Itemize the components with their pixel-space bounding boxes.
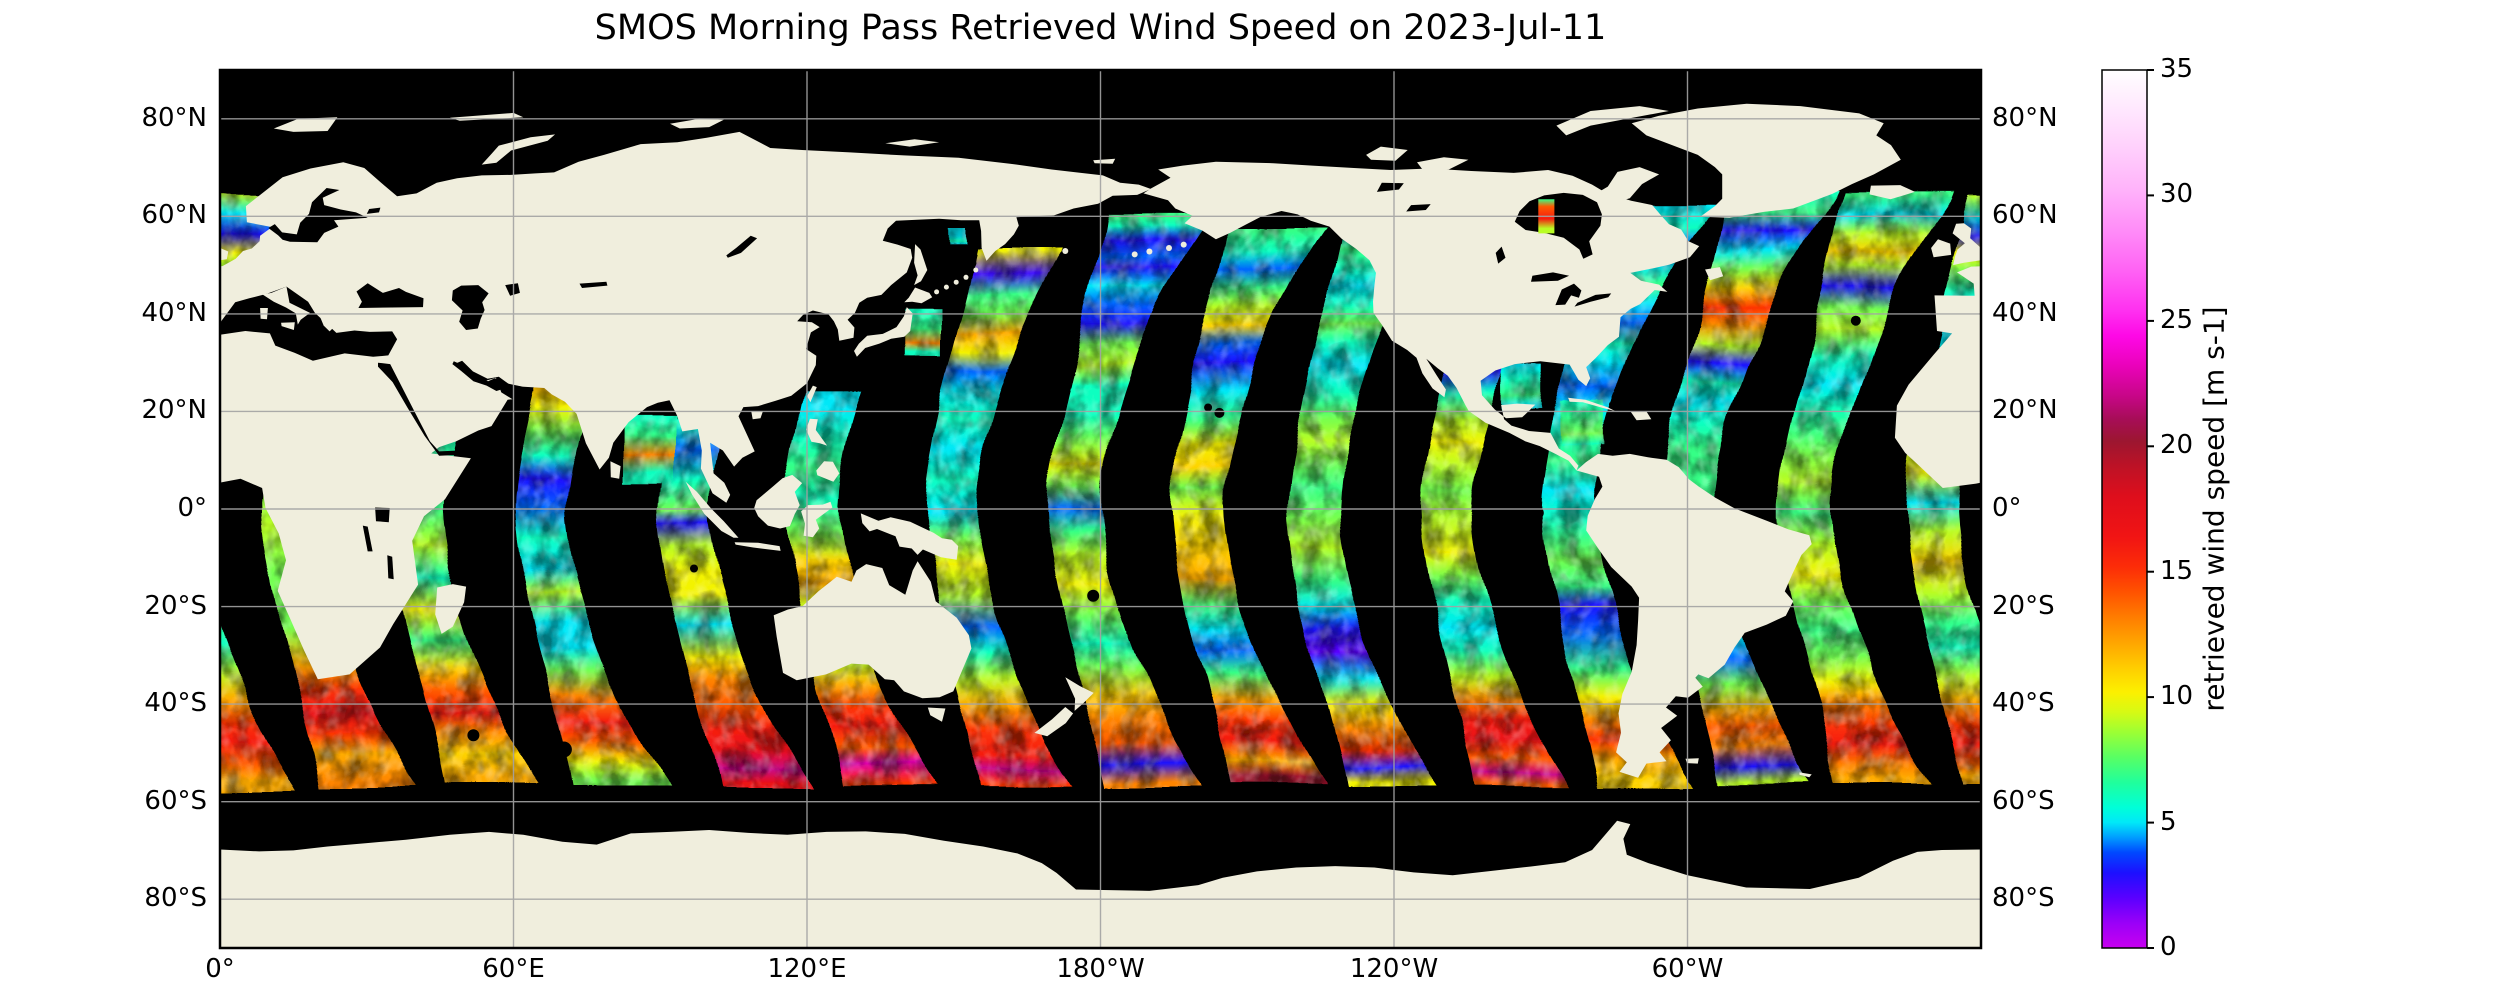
colorbar-label: retrieved wind speed [m s-1] xyxy=(2197,306,2231,712)
lat-tick-label-right: 20°S xyxy=(1992,590,2055,621)
map-frame xyxy=(218,68,1983,950)
lat-tick-label-left: 0° xyxy=(177,492,207,523)
colorbar-tick-label: 10 xyxy=(2160,680,2194,711)
graticule xyxy=(220,70,1981,948)
colorbar-tick-label: 0 xyxy=(2160,931,2177,962)
lon-tick-label: 120°E xyxy=(767,954,847,984)
lat-tick-label-left: 60°N xyxy=(141,200,207,231)
lat-tick-label-left: 40°S xyxy=(144,687,207,718)
lat-tick-label-right: 60°N xyxy=(1992,200,2058,231)
colorbar xyxy=(2101,69,2148,949)
lon-tick-label: 0° xyxy=(205,954,235,984)
island-data-gaps xyxy=(398,315,1938,758)
lat-tick-label-left: 20°S xyxy=(144,590,207,621)
lat-tick-label-left: 20°N xyxy=(141,395,207,426)
lat-tick-label-right: 0° xyxy=(1992,492,2022,523)
lat-tick-label-right: 80°N xyxy=(1992,102,2058,133)
lon-tick-label: 60°E xyxy=(482,954,545,984)
colorbar-ticks xyxy=(2147,69,2154,949)
continents xyxy=(220,103,1981,948)
lat-tick-label-right: 40°S xyxy=(1992,687,2055,718)
colorbar-tick-label: 20 xyxy=(2160,430,2194,461)
lat-tick-label-right: 80°S xyxy=(1992,883,2055,914)
colorbar-tick-label: 25 xyxy=(2160,304,2194,335)
lon-tick-label: 60°W xyxy=(1651,954,1724,984)
lat-tick-label-right: 60°S xyxy=(1992,785,2055,816)
lat-tick-label-left: 80°S xyxy=(144,883,207,914)
lon-tick-label: 120°W xyxy=(1349,954,1439,984)
lon-tick-label: 180°W xyxy=(1056,954,1145,984)
colorbar-tick-label: 35 xyxy=(2160,53,2194,84)
colorbar-tick-label: 5 xyxy=(2160,806,2177,837)
lat-tick-label-right: 40°N xyxy=(1992,297,2058,328)
colorbar-tick-label: 30 xyxy=(2160,179,2194,210)
lat-tick-label-left: 80°N xyxy=(141,102,207,133)
lat-tick-label-left: 60°S xyxy=(144,785,207,816)
colorbar-tick-label: 15 xyxy=(2160,555,2194,586)
lat-tick-label-right: 20°N xyxy=(1992,395,2058,426)
lat-tick-label-left: 40°N xyxy=(141,297,207,328)
chart-title: SMOS Morning Pass Retrieved Wind Speed o… xyxy=(594,8,1607,48)
